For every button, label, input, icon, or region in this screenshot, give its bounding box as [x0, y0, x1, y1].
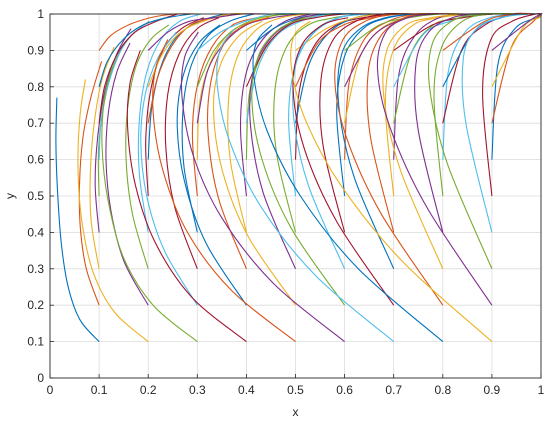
x-tick-label: 0.4 [238, 383, 255, 397]
y-axis-label: y [3, 193, 17, 199]
trajectory-line-1 [55, 97, 100, 342]
trajectory-line-10 [77, 79, 149, 343]
trajectory-line-25 [196, 13, 301, 124]
trajectory-line-30 [206, 17, 270, 270]
y-tick-label: 0.3 [27, 262, 44, 276]
y-tick-label: 0.7 [27, 116, 44, 130]
x-tick-label: 0 [47, 383, 54, 397]
x-tick-label: 0.6 [336, 383, 353, 397]
y-tick-label: 0.8 [27, 80, 44, 94]
trajectory-line-56 [292, 17, 395, 306]
trajectory-line-66 [382, 13, 461, 270]
trajectory-line-28 [126, 50, 247, 343]
trajectory-line-74 [376, 13, 493, 306]
y-tick-label: 0.2 [27, 298, 44, 312]
trajectory-line-47 [251, 17, 346, 306]
trajectory-line-38 [212, 20, 296, 306]
trajectory-line-29 [176, 24, 247, 306]
x-tick-label: 0.8 [434, 383, 451, 397]
trajectory-line-37 [152, 39, 296, 343]
trajectory-line-48 [292, 13, 368, 270]
y-tick-label: 0.6 [27, 153, 44, 167]
trajectory-line-50 [336, 13, 417, 197]
x-tick-label: 0.1 [91, 383, 108, 397]
trajectory-line-3 [89, 46, 115, 269]
trajectory-line-31 [227, 13, 309, 233]
trajectory-line-46 [180, 31, 345, 343]
trajectory-line-76 [461, 13, 529, 233]
trajectory-line-11 [105, 42, 149, 306]
x-tick-label: 0.3 [189, 383, 206, 397]
y-tick-label: 0.5 [27, 189, 44, 203]
trajectory-line-57 [337, 13, 414, 270]
y-tick-label: 1 [37, 7, 44, 21]
y-tick-label: 0.4 [27, 225, 44, 239]
trajectory-line-23 [191, 17, 257, 197]
x-tick-label: 0.9 [484, 383, 501, 397]
trajectory-line-65 [334, 13, 444, 306]
y-tick-label: 0 [37, 371, 44, 385]
x-axis-label: x [293, 405, 299, 419]
trajectory-line-64 [252, 24, 444, 343]
trajectory-line-22 [181, 13, 254, 233]
tick-labels: 0 0.1 0.2 0.3 0.4 0.5 0.6 0.7 0.8 0.9 1 0 0.1 0.2 0.3 0… [27, 7, 544, 397]
trajectory-line-19 [101, 64, 198, 343]
trajectory-line-21 [164, 17, 220, 269]
x-tick-label: 0.7 [385, 383, 402, 397]
trajectory-line-13 [137, 13, 202, 233]
trajectory-line-20 [140, 31, 198, 306]
trajectory-line-32 [239, 13, 312, 197]
x-tick-label: 0.2 [140, 383, 157, 397]
trajectory-line-8 [98, 13, 192, 87]
x-tick-label: 0.5 [287, 383, 304, 397]
y-tick-label: 0.1 [27, 335, 44, 349]
y-tick-label: 0.9 [27, 43, 44, 57]
trajectory-line-40 [273, 13, 363, 233]
trajectory-line-81 [491, 12, 543, 51]
trajectory-line-55 [216, 28, 395, 343]
trajectory-line-2 [78, 61, 103, 306]
x-tick-label: 1 [538, 383, 545, 397]
trajectory-line-73 [290, 20, 493, 343]
trajectory-line-7 [98, 13, 178, 124]
